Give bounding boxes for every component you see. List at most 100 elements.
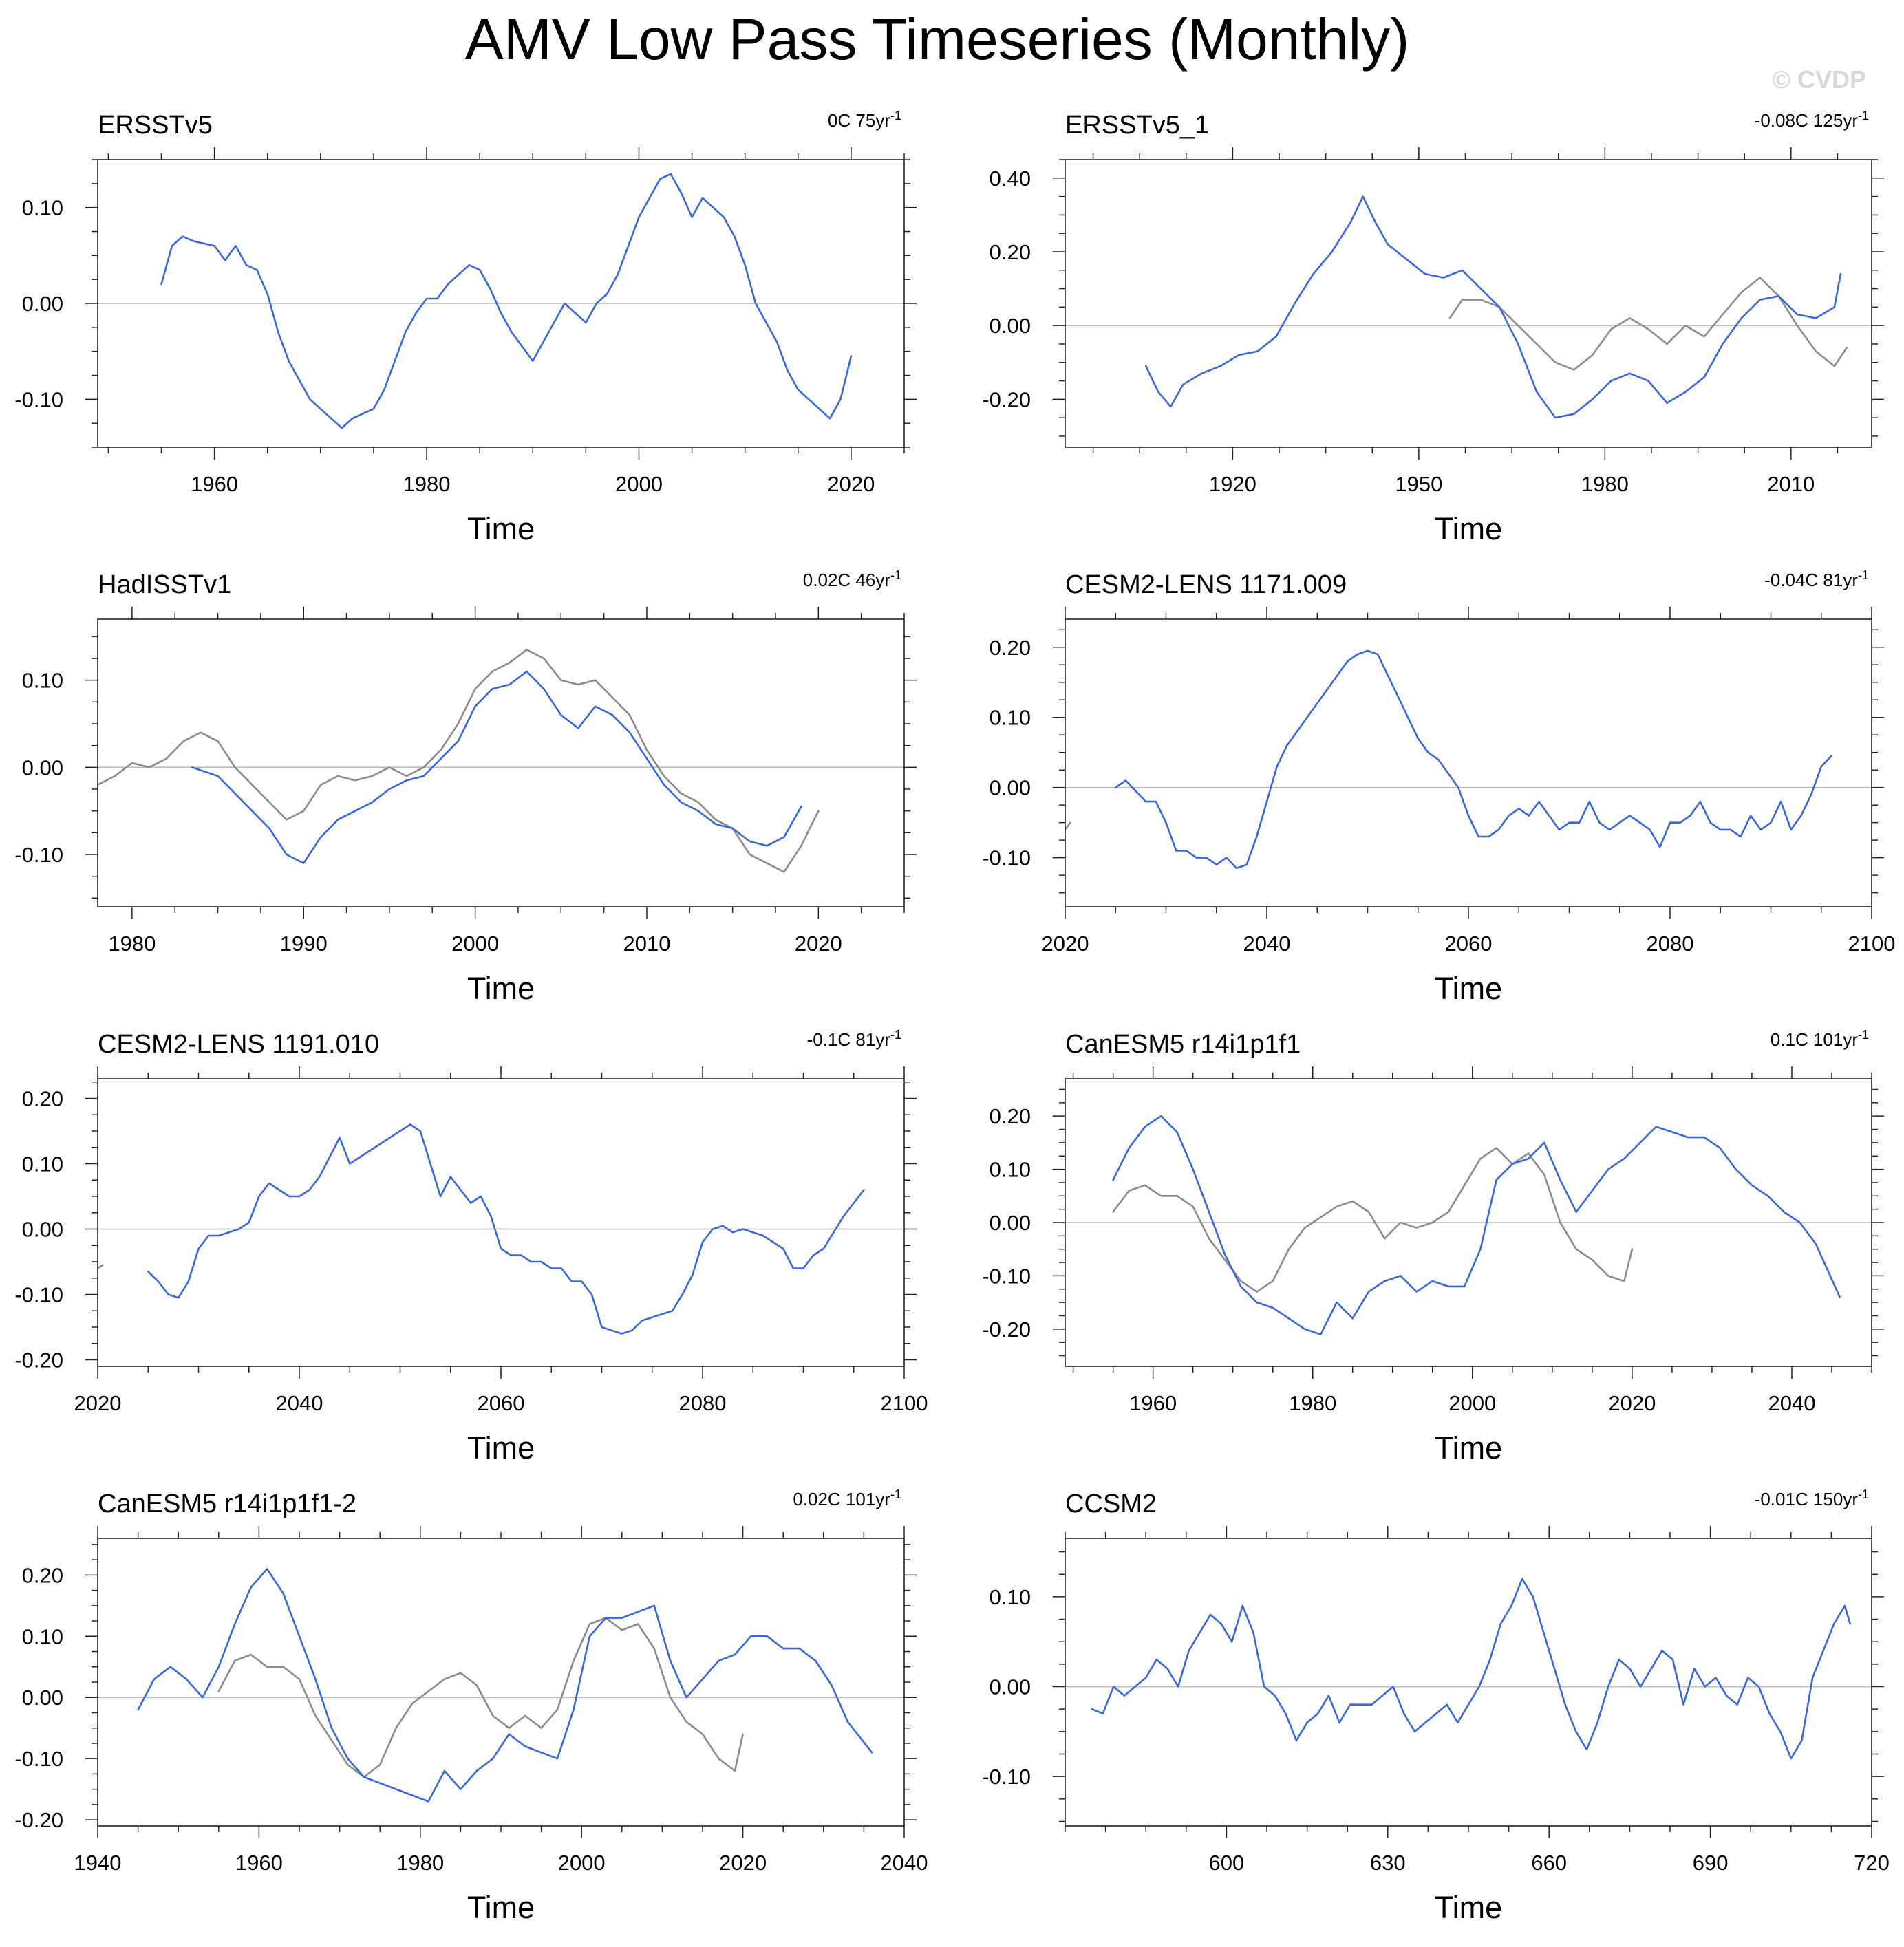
figure-title: AMV Low Pass Timeseries (Monthly) [465,7,1409,72]
panel-title: CESM2-LENS 1171.009 [1065,570,1347,599]
plot-frame [1065,618,1872,907]
x-axis-label: Time [1435,1890,1502,1925]
x-axis-label: Time [1435,971,1502,1006]
x-tick-label: 1940 [74,1851,122,1875]
trend-stat: 0.02C 101yr-1 [793,1487,901,1509]
x-tick-label: 1990 [280,932,328,956]
y-tick-label: 0.10 [990,706,1031,730]
x-tick-label: 2000 [1448,1391,1496,1415]
trend-stat-exponent: -1 [890,568,901,582]
y-tick-label: 0.10 [22,669,63,693]
y-tick-label: 0.10 [22,1624,63,1648]
panel-title: CanESM5 r14i1p1f1-2 [98,1489,356,1518]
panel-1: ERSSTv5 0C 75yr-1 1960 1980 2000 2020 -0.10 0.0… [14,109,917,546]
x-tick-label: 2040 [276,1391,323,1415]
plot-frame [1065,1538,1872,1827]
x-tick-label: 2020 [719,1851,767,1875]
y-tick-label: -0.20 [982,1317,1031,1342]
x-tick-label: 2040 [1768,1391,1815,1415]
primary-series-line [1112,1115,1841,1335]
trend-stat: -0.04C 81yr-1 [1764,568,1869,590]
x-axis-label: Time [467,1430,535,1465]
x-tick-label: 2100 [1848,932,1896,956]
series-group [1065,649,1832,870]
y-tick-label: -0.10 [982,846,1031,870]
trend-stat-exponent: -1 [890,109,901,122]
primary-series-line [1115,649,1832,870]
x-tick-label: 660 [1531,1851,1567,1875]
x-tick-label: 1980 [1289,1391,1336,1415]
x-tick-label: 2000 [558,1851,606,1875]
plot-frame [97,618,905,907]
x-tick-label: 2080 [1647,932,1694,956]
panel-title: ERSSTv5 [98,111,213,140]
trend-stat-value: 0C 75yr [828,110,890,131]
trend-stat: 0.02C 46yr-1 [803,568,901,590]
trend-stat-exponent: -1 [1858,109,1869,122]
y-tick-label: -0.10 [982,1765,1031,1789]
x-tick-label: 1960 [1129,1391,1177,1415]
x-tick-label: 2020 [795,932,842,956]
y-tick-label: 0.20 [990,1104,1031,1128]
y-tick-label: -0.10 [14,1747,63,1771]
y-tick-label: 0.00 [22,1218,63,1242]
panel-title: ERSSTv5_1 [1065,111,1209,140]
trend-stat-value: 0.02C 46yr [803,570,891,590]
y-tick-label: 0.00 [22,1686,63,1710]
y-tick-label: 0.00 [22,292,63,316]
y-tick-label: -0.10 [14,1283,63,1307]
panel-title: CanESM5 r14i1p1f1 [1065,1030,1301,1059]
x-tick-label: 2020 [1042,932,1089,956]
x-tick-label: 690 [1693,1851,1729,1875]
primary-series-line [1091,1578,1851,1760]
primary-series-line [1144,195,1842,419]
reference-series-line [98,648,820,873]
panel-3: HadISSTv1 0.02C 46yr-1 1980 1990 2000 2010 202… [14,568,917,1006]
trend-stat-exponent: -1 [1858,1487,1869,1501]
trend-stat-exponent: -1 [1858,1028,1869,1042]
trend-stat-value: -0.1C 81yr [807,1029,891,1050]
x-tick-label: 2060 [1445,932,1493,956]
y-tick-label: -0.20 [14,1348,63,1373]
x-tick-label: 2040 [881,1851,928,1875]
series-group [1144,195,1848,419]
x-tick-label: 1960 [191,472,238,496]
x-tick-label: 630 [1370,1851,1406,1875]
reference-series-line [1065,821,1071,831]
panel-6: CanESM5 r14i1p1f1 0.1C 101yr-1 1960 1980 200… [982,1028,1884,1465]
trend-stat: -0.08C 125yr-1 [1755,109,1869,131]
series-group [98,648,820,873]
x-tick-label: 2040 [1243,932,1291,956]
trend-stat-value: -0.08C 125yr [1755,110,1859,131]
panel-7: CanESM5 r14i1p1f1-2 0.02C 101yr-1 1940 1960… [14,1487,928,1925]
reference-series-line [98,1264,104,1269]
x-tick-label: 720 [1854,1851,1890,1875]
x-axis-label: Time [1435,511,1502,546]
x-tick-label: 2000 [451,932,499,956]
reference-series-line [217,1617,744,1778]
panel-title: CESM2-LENS 1191.010 [98,1030,379,1059]
y-tick-label: -0.20 [14,1808,63,1832]
x-tick-label: 2010 [1767,472,1815,496]
x-tick-label: 2060 [478,1391,525,1415]
panel-4: CESM2-LENS 1171.009 -0.04C 81yr-1 2020 2040… [982,568,1895,1006]
reference-series-line [1448,277,1848,371]
x-axis-label: Time [467,511,535,546]
trend-stat: 0C 75yr-1 [828,109,901,131]
primary-series-line [147,1123,865,1335]
y-tick-label: 0.40 [990,166,1031,191]
y-tick-label: 0.10 [990,1585,1031,1609]
x-tick-label: 1920 [1209,472,1256,496]
x-tick-label: 2020 [74,1391,122,1415]
panel-title: HadISSTv1 [98,570,231,599]
x-tick-label: 1980 [403,472,451,496]
y-tick-label: 0.20 [990,636,1031,660]
panel-5: CESM2-LENS 1191.010 -0.1C 81yr-1 2020 2040 2… [14,1028,928,1465]
x-tick-label: 2020 [1608,1391,1656,1415]
trend-stat-exponent: -1 [890,1487,901,1501]
trend-stat-value: -0.04C 81yr [1764,570,1858,590]
x-tick-label: 2100 [881,1391,928,1415]
y-tick-label: 0.00 [990,1675,1031,1699]
panel-8: CCSM2 -0.01C 150yr-1 600 630 660 690 720 -0.10 0… [982,1487,1890,1925]
